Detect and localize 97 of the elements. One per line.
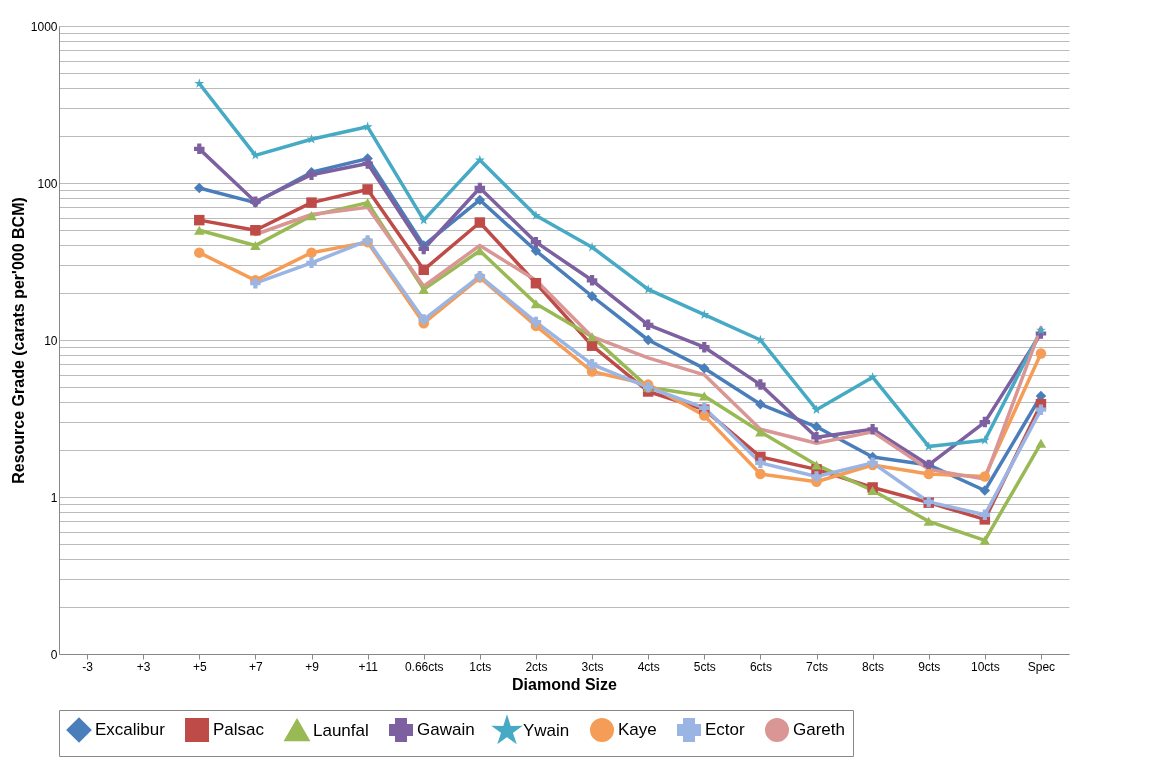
point xyxy=(586,332,598,342)
point xyxy=(867,424,878,435)
point xyxy=(306,197,317,208)
point xyxy=(699,341,710,353)
legend-label: Ector xyxy=(705,720,746,739)
point xyxy=(755,468,766,480)
point xyxy=(530,277,542,289)
point xyxy=(979,509,991,521)
x-tick-label: 10cts xyxy=(970,659,1000,674)
point xyxy=(194,214,205,226)
legend-label: Kaye xyxy=(618,720,657,739)
point xyxy=(811,421,822,433)
x-tick-label: +9 xyxy=(305,659,320,674)
legend-label: Ywain xyxy=(523,720,570,740)
point xyxy=(586,359,598,370)
point xyxy=(755,427,766,437)
point xyxy=(1035,438,1047,448)
point xyxy=(362,158,373,169)
point xyxy=(811,460,822,470)
x-tick-label: +5 xyxy=(192,659,207,674)
y-tick-label: 1000 xyxy=(30,19,58,34)
point xyxy=(755,398,766,410)
point xyxy=(530,236,542,248)
point xyxy=(643,284,654,294)
point xyxy=(418,214,429,225)
point xyxy=(642,334,654,346)
x-tick-label: +3 xyxy=(136,659,151,674)
point xyxy=(194,182,205,194)
point xyxy=(755,379,766,390)
x-tick-label: 7cts xyxy=(805,659,829,674)
point xyxy=(250,240,261,251)
legend-label: Excalibur xyxy=(95,720,166,739)
y-tick-label: 10 xyxy=(44,333,58,348)
point xyxy=(586,340,598,351)
point xyxy=(979,416,991,428)
point xyxy=(1035,404,1047,415)
point xyxy=(642,319,654,331)
point xyxy=(923,441,934,451)
point xyxy=(194,225,205,235)
x-tick-label: 2cts xyxy=(525,659,548,674)
point xyxy=(362,198,373,208)
point xyxy=(979,434,990,445)
point xyxy=(530,316,542,328)
legend-label: Gawain xyxy=(417,720,475,739)
point xyxy=(530,299,542,309)
point xyxy=(979,485,991,496)
x-tick-label: 4cts xyxy=(637,659,660,674)
point xyxy=(867,371,878,382)
point xyxy=(474,194,486,206)
x-tick-label: 3cts xyxy=(581,659,604,674)
point xyxy=(1035,325,1046,335)
point xyxy=(418,264,429,276)
point xyxy=(362,121,373,132)
point xyxy=(194,143,205,155)
point xyxy=(586,290,598,302)
point xyxy=(306,257,317,269)
point xyxy=(194,78,205,88)
y-axis-title: Resource Grade (carats per'000 BCM) xyxy=(9,197,27,484)
point xyxy=(1035,348,1047,359)
x-tick-label: -3 xyxy=(82,659,94,674)
x-tick-label: 6cts xyxy=(749,659,772,674)
point xyxy=(362,184,373,195)
x-tick-label: 0.66cts xyxy=(404,659,444,674)
x-axis-title: Diamond Size xyxy=(512,675,618,693)
x-tick-label: 9cts xyxy=(918,659,941,674)
point xyxy=(923,468,934,480)
point xyxy=(979,535,991,545)
x-tick-label: Spec xyxy=(1027,659,1056,674)
point xyxy=(194,247,205,258)
x-tick-label: 5cts xyxy=(693,659,716,674)
point xyxy=(306,247,317,258)
point xyxy=(811,432,822,443)
point xyxy=(418,243,429,255)
x-tick-label: 8cts xyxy=(862,659,885,674)
point xyxy=(250,225,261,236)
point xyxy=(699,363,710,374)
y-tick-label: 1 xyxy=(50,490,58,505)
legend-label: Palsac xyxy=(213,720,265,739)
point xyxy=(755,457,766,469)
point xyxy=(699,391,710,401)
point xyxy=(474,217,486,228)
y-tick-label: 0 xyxy=(50,647,58,662)
x-tick-label: 1cts xyxy=(469,659,492,674)
point xyxy=(923,516,934,526)
legend-label: Gareth xyxy=(793,720,845,739)
point xyxy=(474,182,486,194)
point xyxy=(418,314,429,325)
point xyxy=(418,284,429,294)
y-tick-label: 100 xyxy=(37,176,58,191)
x-tick-label: +11 xyxy=(358,659,379,674)
point xyxy=(811,471,822,482)
point xyxy=(586,275,598,286)
x-tick-label: +7 xyxy=(249,659,264,674)
legend-label: Launfal xyxy=(313,720,369,740)
point xyxy=(979,471,991,482)
point xyxy=(530,210,541,220)
point xyxy=(306,211,317,221)
